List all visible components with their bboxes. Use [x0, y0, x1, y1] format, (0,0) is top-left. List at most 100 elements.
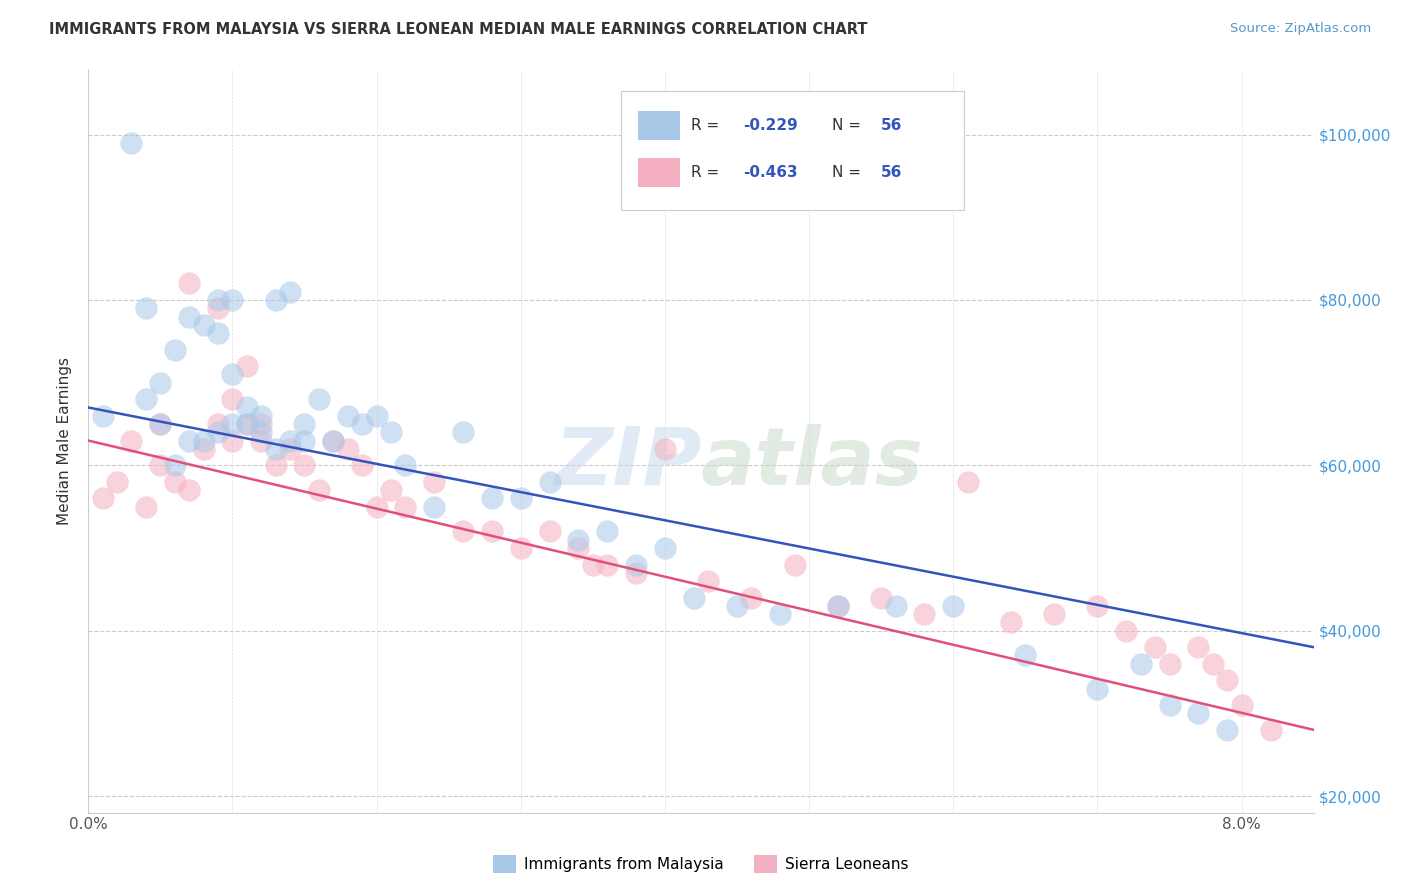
Point	[380, 425, 402, 440]
Point	[308, 392, 330, 407]
Point	[221, 417, 243, 431]
Point	[207, 425, 229, 440]
Point	[366, 500, 388, 514]
Point	[538, 475, 561, 489]
Y-axis label: Median Male Earnings: Median Male Earnings	[58, 357, 72, 524]
Point	[120, 434, 142, 448]
Point	[509, 541, 531, 555]
Point	[322, 434, 344, 448]
Point	[423, 500, 446, 514]
Point	[149, 376, 172, 390]
Point	[163, 343, 186, 357]
Point	[250, 425, 273, 440]
Point	[236, 401, 259, 415]
Point	[207, 293, 229, 307]
Point	[942, 599, 965, 613]
Point	[352, 458, 374, 473]
Text: 56: 56	[882, 119, 903, 133]
Point	[294, 458, 316, 473]
Point	[135, 301, 157, 316]
Point	[740, 591, 762, 605]
Point	[451, 524, 474, 539]
Point	[914, 607, 936, 621]
FancyBboxPatch shape	[621, 91, 965, 210]
FancyBboxPatch shape	[638, 158, 681, 187]
Text: N =: N =	[832, 165, 866, 180]
Point	[278, 434, 301, 448]
Point	[567, 541, 589, 555]
Point	[1000, 615, 1022, 630]
Point	[193, 442, 215, 456]
Point	[91, 491, 114, 506]
Point	[163, 475, 186, 489]
Point	[207, 417, 229, 431]
Point	[380, 483, 402, 497]
Point	[1144, 640, 1167, 655]
Point	[1043, 607, 1066, 621]
Point	[250, 434, 273, 448]
Point	[956, 475, 979, 489]
Point	[1087, 681, 1109, 696]
Point	[827, 599, 849, 613]
Point	[221, 434, 243, 448]
Point	[250, 417, 273, 431]
Point	[783, 558, 806, 572]
Point	[596, 558, 619, 572]
Text: N =: N =	[832, 119, 866, 133]
Point	[264, 293, 287, 307]
Point	[193, 318, 215, 332]
Point	[105, 475, 128, 489]
Point	[135, 500, 157, 514]
Point	[193, 434, 215, 448]
Point	[1159, 698, 1181, 712]
Point	[221, 293, 243, 307]
Point	[177, 277, 200, 291]
Point	[1230, 698, 1253, 712]
Point	[294, 417, 316, 431]
Point	[423, 475, 446, 489]
Point	[509, 491, 531, 506]
Point	[149, 417, 172, 431]
Point	[582, 558, 605, 572]
Point	[135, 392, 157, 407]
Point	[308, 483, 330, 497]
Point	[264, 458, 287, 473]
Text: R =: R =	[692, 119, 724, 133]
Point	[596, 524, 619, 539]
Text: ZIP: ZIP	[554, 424, 702, 502]
Point	[236, 417, 259, 431]
Point	[207, 326, 229, 340]
Point	[481, 524, 503, 539]
Point	[149, 458, 172, 473]
Point	[1202, 657, 1225, 671]
Point	[769, 607, 792, 621]
Point	[1187, 706, 1209, 721]
Point	[1159, 657, 1181, 671]
Point	[1216, 723, 1239, 737]
Point	[538, 524, 561, 539]
Point	[827, 599, 849, 613]
Point	[624, 558, 647, 572]
Point	[481, 491, 503, 506]
Text: R =: R =	[692, 165, 724, 180]
Point	[884, 599, 907, 613]
Point	[654, 442, 676, 456]
Text: Source: ZipAtlas.com: Source: ZipAtlas.com	[1230, 22, 1371, 36]
Point	[294, 434, 316, 448]
Point	[352, 417, 374, 431]
Point	[870, 591, 893, 605]
Point	[236, 417, 259, 431]
Text: -0.463: -0.463	[742, 165, 797, 180]
Point	[394, 458, 416, 473]
Point	[120, 136, 142, 150]
Point	[1087, 599, 1109, 613]
Point	[682, 591, 704, 605]
Point	[207, 301, 229, 316]
Point	[725, 599, 748, 613]
Point	[221, 392, 243, 407]
Point	[366, 409, 388, 423]
Point	[336, 442, 359, 456]
Point	[697, 574, 720, 588]
Text: atlas: atlas	[702, 424, 924, 502]
Point	[177, 310, 200, 324]
